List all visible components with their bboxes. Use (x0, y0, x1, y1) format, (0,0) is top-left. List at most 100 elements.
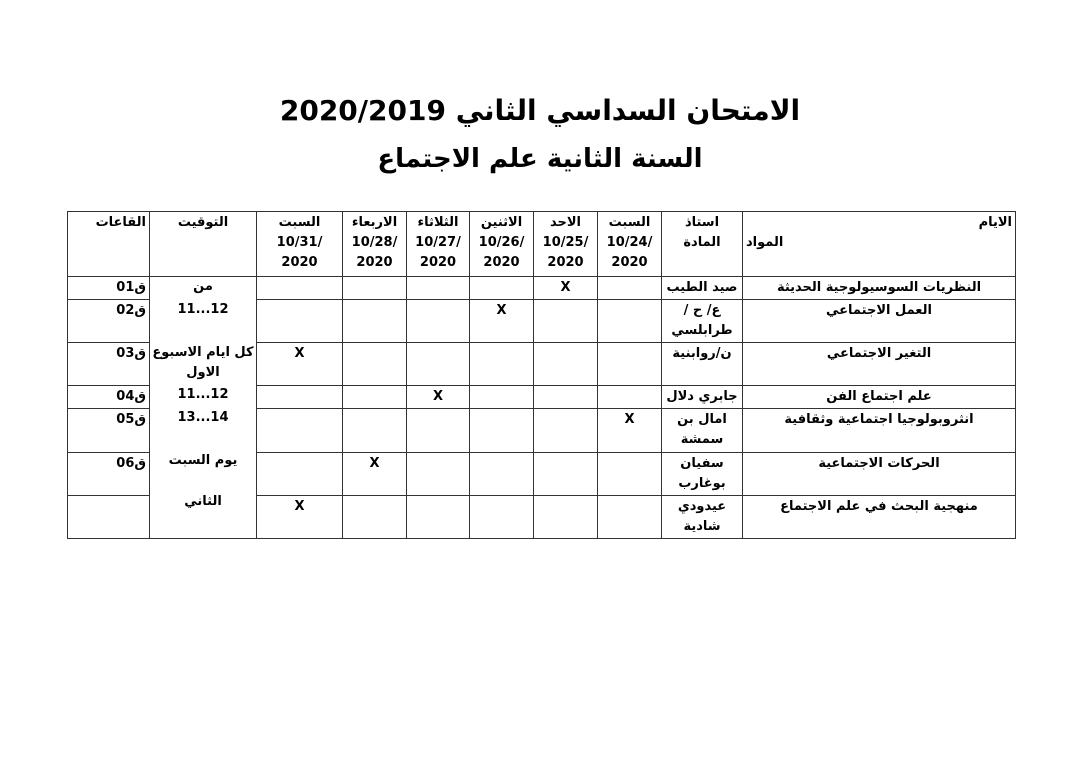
exam-cell: X (597, 408, 662, 453)
room-cell: ق03 (67, 342, 150, 386)
exam-mark: X (432, 389, 444, 404)
exam-cell: X (469, 299, 534, 343)
exam-cell (469, 276, 534, 300)
header-date-date: /10/24 (606, 235, 653, 250)
header-date: الاثنين/10/26 2020 (469, 211, 534, 277)
exam-cell (533, 495, 598, 539)
header-date-day: السبت (608, 215, 651, 230)
header-date-year: 2020 (547, 255, 584, 270)
header-rooms: القاعات (67, 211, 150, 277)
exam-cell (256, 299, 343, 343)
exam-cell (533, 299, 598, 343)
header-days: الايام (978, 215, 1012, 230)
timing-line: كل ايام الاسبوع (152, 345, 254, 360)
header-subjects: المواد (746, 235, 784, 250)
subject-cell: منهجية البحث في علم الاجتماع (742, 495, 1016, 539)
exam-cell (469, 452, 534, 496)
exam-cell (469, 495, 534, 539)
header-date-date: /10/26 (478, 235, 525, 250)
timing-line: من (193, 279, 213, 294)
header-date-date: /10/25 (542, 235, 589, 250)
header-date: الاحد/10/25 2020 (533, 211, 598, 277)
exam-cell (597, 452, 662, 496)
exam-cell: X (533, 276, 598, 300)
exam-cell (406, 342, 470, 386)
exam-cell: X (256, 495, 343, 539)
room-cell: ق02 (67, 299, 150, 343)
professor-cell: صيد الطيب (661, 276, 743, 300)
exam-cell (406, 495, 470, 539)
exam-schedule-table: الايام المواد استاذ المادة السبت/10/24 20… (67, 211, 1016, 539)
exam-cell (342, 342, 407, 386)
timing-cell: من 12...11 كل ايام الاسبوع الاول 12...11 14..… (149, 276, 257, 539)
header-date-year: 2020 (419, 255, 457, 270)
subject-cell: العمل الاجتماعي (742, 299, 1016, 343)
exam-cell (342, 495, 407, 539)
timing-line: 12...11 (177, 387, 229, 402)
exam-cell (256, 276, 343, 300)
professor-cell: ع/ ح / طرابلسي (661, 299, 743, 343)
timing-line: 12...11 (177, 302, 229, 317)
header-date-day: الاحد (549, 215, 581, 230)
room-cell: ق04 (67, 385, 150, 409)
header-date-year: 2020 (281, 255, 318, 270)
exam-cell (597, 385, 662, 409)
timing-line: الاول (186, 365, 220, 380)
table-row: الحركات الاجتماعية سفيان بوغارب X ق06 (67, 452, 1016, 496)
exam-cell (342, 276, 407, 300)
table-row: النظريات السوسيولوجية الحديثة صيد الطيب X م… (67, 276, 1016, 539)
subject-cell: الحركات الاجتماعية (742, 452, 1016, 496)
exam-cell: X (342, 452, 407, 496)
table-row: التغير الاجتماعي ن/روابنية X ق03 (67, 342, 1016, 386)
room-cell: ق05 (67, 408, 150, 453)
exam-mark: X (369, 456, 380, 471)
professor-cell: امال بن سمشة (661, 408, 743, 453)
subject-cell: النظريات السوسيولوجية الحديثة (742, 276, 1016, 300)
exam-cell (342, 385, 407, 409)
exam-cell (406, 452, 470, 496)
professor-cell: جابري دلال (661, 385, 743, 409)
professor-cell: ن/روابنية (661, 342, 743, 386)
exam-cell (256, 385, 343, 409)
header-date-date: /10/28 (351, 235, 398, 250)
header-date-date: /10/31 (276, 235, 323, 250)
exam-cell (406, 299, 470, 343)
exam-cell (342, 408, 407, 453)
exam-cell (533, 408, 598, 453)
subject-cell: علم اجتماع الفن (742, 385, 1016, 409)
exam-cell (256, 452, 343, 496)
exam-cell (597, 299, 662, 343)
exam-cell (533, 342, 598, 386)
room-cell (67, 495, 150, 539)
professor-cell: سفيان بوغارب (661, 452, 743, 496)
room-cell: ق06 (67, 452, 150, 496)
table-row: انثروبولوجيا اجتماعية وثقافية امال بن سمش… (67, 408, 1016, 453)
timing-line: يوم السبت (168, 453, 238, 468)
exam-mark: X (294, 499, 305, 514)
page-title: الامتحان السداسي الثاني 2020/2019 (279, 94, 801, 127)
header-date-year: 2020 (356, 255, 393, 270)
exam-mark: X (624, 412, 635, 427)
exam-cell (533, 385, 598, 409)
header-date-day: الثلاثاء (417, 215, 459, 230)
professor-cell: عيدودي شادية (661, 495, 743, 539)
header-days-subjects: الايام المواد (742, 211, 1016, 277)
timing-line: 14...13 (177, 410, 229, 425)
timing-line: الثاني (184, 494, 222, 509)
header-date-date: /10/27 (415, 235, 461, 250)
exam-mark: X (560, 280, 571, 295)
exam-cell (469, 408, 534, 453)
exam-mark: X (294, 346, 305, 361)
header-date-year: 2020 (611, 255, 648, 270)
table-row: العمل الاجتماعي ع/ ح / طرابلسي X ق02 (67, 299, 1016, 343)
exam-cell (342, 299, 407, 343)
exam-mark: X (496, 303, 507, 318)
exam-cell (469, 385, 534, 409)
exam-cell (469, 342, 534, 386)
exam-cell (406, 276, 470, 300)
header-professor: استاذ المادة (661, 211, 743, 277)
header-date: الاربعاء/10/28 2020 (342, 211, 407, 277)
subject-cell: التغير الاجتماعي (742, 342, 1016, 386)
room-cell: ق01 (67, 276, 150, 300)
header-date: الثلاثاء/10/27 2020 (406, 211, 470, 277)
